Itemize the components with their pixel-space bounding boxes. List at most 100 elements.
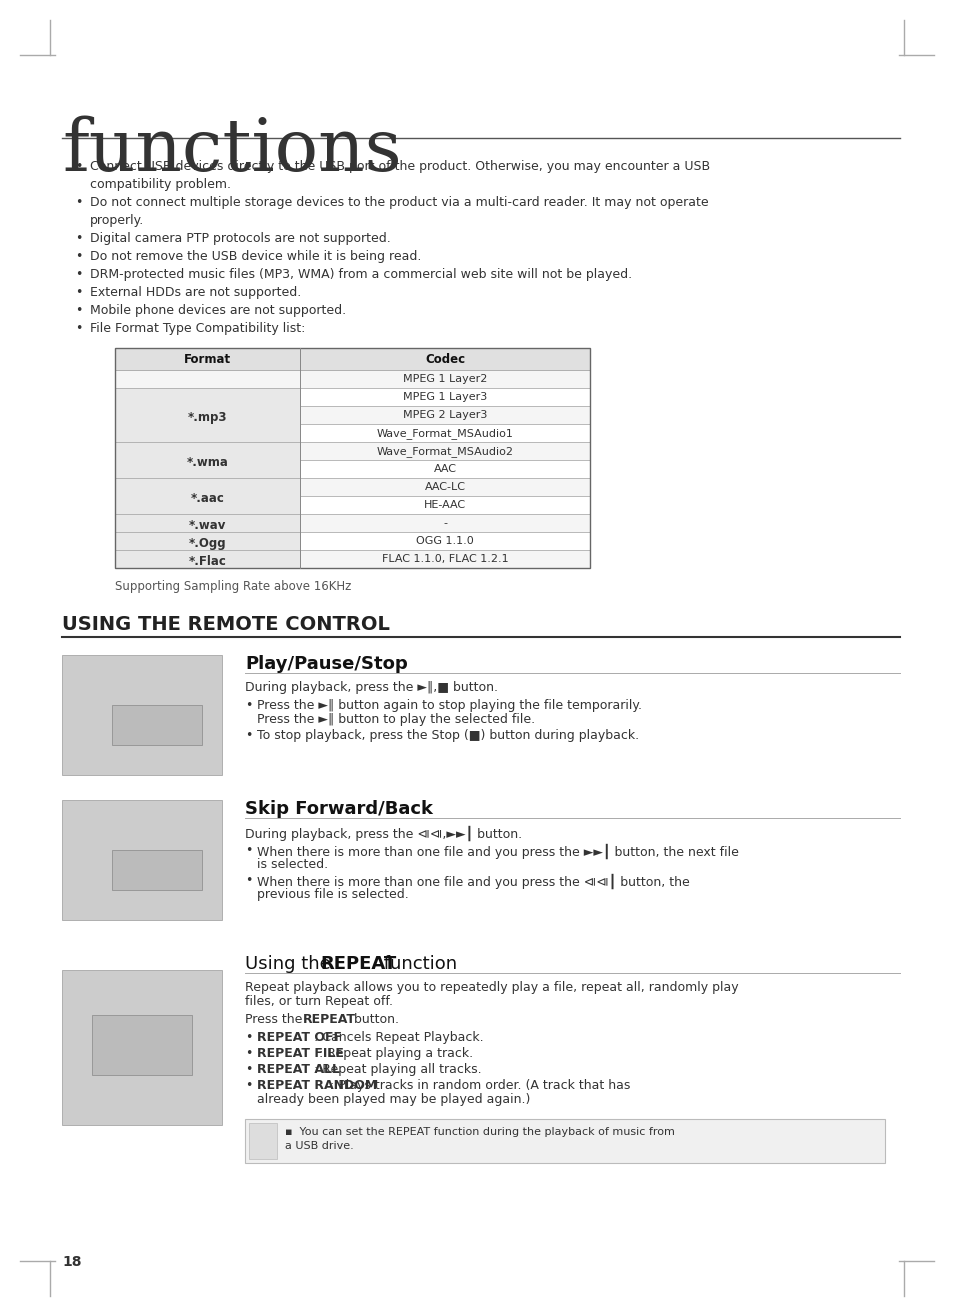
Bar [115,478,589,496]
Bar [115,442,589,461]
Text: compatibility problem.: compatibility problem. [90,178,231,191]
Text: •: • [245,874,253,887]
Text: REPEAT FILE: REPEAT FILE [256,1048,343,1059]
Text: Supporting Sampling Rate above 16KHz: Supporting Sampling Rate above 16KHz [115,580,351,594]
Text: REPEAT OFF: REPEAT OFF [256,1030,341,1044]
Text: Wave_Format_MSAudio1: Wave_Format_MSAudio1 [376,428,513,440]
Text: : Repeat playing all tracks.: : Repeat playing all tracks. [310,1063,481,1076]
Bar [62,655,222,775]
Text: OGG 1.1.0: OGG 1.1.0 [416,536,474,546]
Text: REPEAT ALL: REPEAT ALL [256,1063,339,1076]
Text: •: • [75,196,82,209]
Text: During playback, press the ►‖,■ button.: During playback, press the ►‖,■ button. [245,680,497,694]
Text: *.wav: *.wav [189,519,226,532]
Text: Digital camera PTP protocols are not supported.: Digital camera PTP protocols are not sup… [90,232,391,245]
Text: : Repeat playing a track.: : Repeat playing a track. [315,1048,473,1059]
Bar [112,850,202,890]
Text: *.Flac: *.Flac [189,555,226,569]
Text: •: • [75,322,82,336]
Text: •: • [245,729,253,742]
Text: Skip Forward/Back: Skip Forward/Back [245,800,433,819]
Text: Connect USB devices directly to the USB port of the product. Otherwise, you may : Connect USB devices directly to the USB … [90,161,709,172]
Bar [115,442,299,478]
Text: •: • [245,699,253,712]
Bar [115,370,589,388]
Text: *.Ogg: *.Ogg [189,537,226,550]
Text: Using the: Using the [245,955,336,973]
Text: Codec: Codec [424,353,464,366]
Text: DRM-protected music files (MP3, WMA) from a commercial web site will not be play: DRM-protected music files (MP3, WMA) fro… [90,268,632,282]
Text: •: • [75,286,82,299]
Text: Press the ►‖ button to play the selected file.: Press the ►‖ button to play the selected… [256,713,535,726]
Text: Play/Pause/Stop: Play/Pause/Stop [245,655,407,672]
Text: Do not connect multiple storage devices to the product via a multi-card reader. : Do not connect multiple storage devices … [90,196,708,209]
Bar [115,347,589,569]
Bar [62,800,222,920]
Text: previous file is selected.: previous file is selected. [256,888,408,901]
Text: button.: button. [350,1013,398,1026]
Bar [115,347,589,370]
Bar [115,532,589,550]
Text: function: function [377,955,456,973]
Text: Press the ►‖ button again to stop playing the file temporarily.: Press the ►‖ button again to stop playin… [256,699,641,712]
Bar [115,388,299,442]
Text: *.mp3: *.mp3 [188,411,227,424]
Bar [245,1119,884,1163]
Bar [115,496,589,515]
Text: External HDDs are not supported.: External HDDs are not supported. [90,286,301,299]
Bar [115,550,299,569]
Bar [115,550,589,569]
Bar [115,515,589,532]
Text: •: • [75,268,82,282]
Bar [115,407,589,424]
Text: already been played may be played again.): already been played may be played again.… [256,1094,530,1105]
Text: 18: 18 [62,1255,81,1269]
Text: functions: functions [62,114,401,186]
Text: Repeat playback allows you to repeatedly play a file, repeat all, randomly play: Repeat playback allows you to repeatedly… [245,980,738,994]
Text: is selected.: is selected. [256,858,328,871]
Text: •: • [245,1048,253,1059]
Text: AAC: AAC [433,465,456,474]
Bar [115,424,589,442]
Text: Mobile phone devices are not supported.: Mobile phone devices are not supported. [90,304,346,317]
Text: •: • [75,232,82,245]
Text: •: • [75,304,82,317]
Text: REPEAT: REPEAT [319,955,395,973]
Text: REPEAT RANDOM: REPEAT RANDOM [256,1079,376,1092]
Text: •: • [75,250,82,263]
Bar [112,705,202,745]
Text: Do not remove the USB device while it is being read.: Do not remove the USB device while it is… [90,250,421,263]
Text: •: • [245,1030,253,1044]
Text: AAC-LC: AAC-LC [424,482,465,492]
Text: During playback, press the ⧏⧏,►►┃ button.: During playback, press the ⧏⧏,►►┃ button… [245,826,521,841]
Text: MPEG 2 Layer3: MPEG 2 Layer3 [402,411,487,420]
Text: To stop playback, press the Stop (■) button during playback.: To stop playback, press the Stop (■) but… [256,729,639,742]
Bar [115,388,589,407]
Text: MPEG 1 Layer2: MPEG 1 Layer2 [402,374,487,384]
Text: •: • [245,844,253,857]
Text: MPEG 1 Layer3: MPEG 1 Layer3 [402,392,487,401]
Text: Wave_Format_MSAudio2: Wave_Format_MSAudio2 [376,446,513,457]
Text: *.wma: *.wma [187,457,228,468]
Bar [115,515,299,532]
Text: Press the: Press the [245,1013,306,1026]
Text: FLAC 1.1.0, FLAC 1.2.1: FLAC 1.1.0, FLAC 1.2.1 [381,554,508,565]
Text: When there is more than one file and you press the ⧏⧏┃ button, the: When there is more than one file and you… [256,874,689,890]
Text: When there is more than one file and you press the ►►┃ button, the next file: When there is more than one file and you… [256,844,739,859]
Bar [249,1123,276,1159]
Bar [115,478,299,515]
Bar [91,1015,192,1075]
Text: USING THE REMOTE CONTROL: USING THE REMOTE CONTROL [62,615,390,634]
Text: a USB drive.: a USB drive. [285,1141,354,1152]
Text: properly.: properly. [90,215,144,226]
Text: •: • [245,1079,253,1092]
Text: *.aac: *.aac [191,492,224,505]
Text: : Cancels Repeat Playback.: : Cancels Repeat Playback. [310,1030,483,1044]
Text: REPEAT: REPEAT [303,1013,355,1026]
Text: ▪  You can set the REPEAT function during the playback of music from: ▪ You can set the REPEAT function during… [285,1126,674,1137]
Text: Format: Format [184,353,231,366]
Bar [115,532,299,550]
Text: HE-AAC: HE-AAC [423,500,466,511]
Text: files, or turn Repeat off.: files, or turn Repeat off. [245,995,393,1008]
Text: File Format Type Compatibility list:: File Format Type Compatibility list: [90,322,305,336]
